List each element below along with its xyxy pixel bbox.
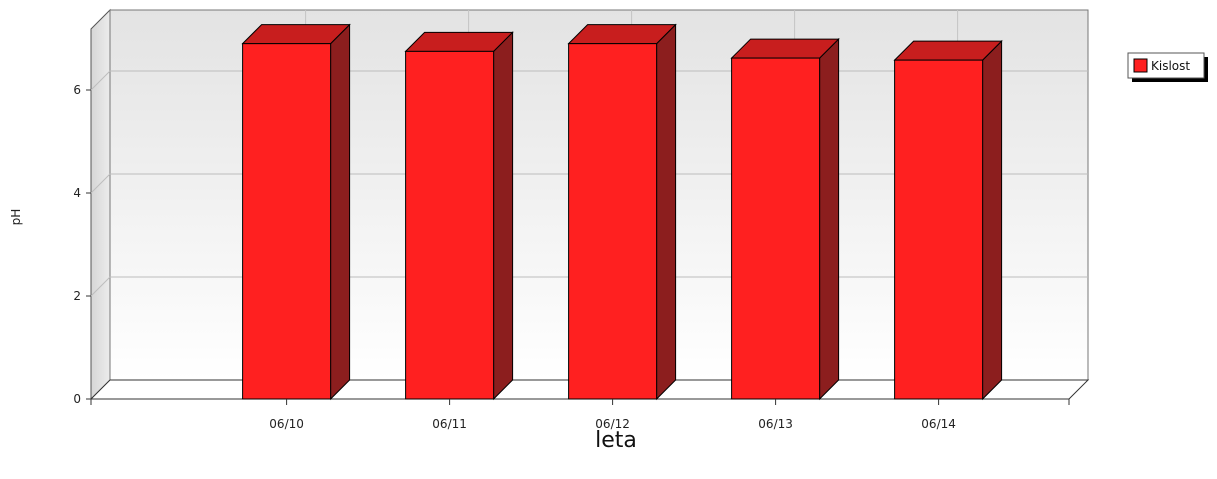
y-tick-label: 0 [73, 392, 81, 406]
bar [568, 43, 658, 400]
x-axis-title: leta [595, 428, 637, 453]
bar-top [404, 31, 514, 52]
bar-side [819, 37, 840, 401]
x-tick-label: 06/12 [595, 417, 630, 431]
gridline-side [90, 276, 111, 297]
legend-swatch [1133, 58, 1148, 73]
bar-side [656, 23, 677, 401]
x-tick-label: 06/11 [432, 417, 467, 431]
bar [731, 57, 821, 400]
gridline-side [90, 173, 111, 194]
bar-top [241, 24, 351, 45]
bar-top [567, 24, 677, 45]
bar-top [893, 40, 1003, 61]
bar-side [330, 23, 351, 401]
left-wall [90, 8, 111, 401]
bar-side [493, 31, 514, 401]
bars [241, 23, 1003, 401]
bar [894, 59, 984, 400]
y-tick-label: 2 [73, 289, 81, 303]
x-axis: 06/10 06/11 06/12 06/13 06/14 [90, 399, 1070, 431]
y-tick-label: 6 [73, 83, 81, 97]
legend: Kislost [1127, 52, 1208, 82]
x-tick-label: 06/14 [921, 417, 956, 431]
bar [242, 43, 332, 400]
y-axis: 0 2 4 6 [73, 83, 91, 406]
y-tick-label: 4 [73, 186, 81, 200]
legend-label: Kislost [1151, 59, 1190, 73]
bar-top [730, 38, 840, 59]
x-tick-label: 06/10 [269, 417, 304, 431]
y-axis-title: pH [9, 209, 23, 226]
x-tick-label: 06/13 [758, 417, 793, 431]
bar-side [982, 39, 1003, 401]
bar [405, 50, 495, 400]
gridline-side [90, 70, 111, 91]
